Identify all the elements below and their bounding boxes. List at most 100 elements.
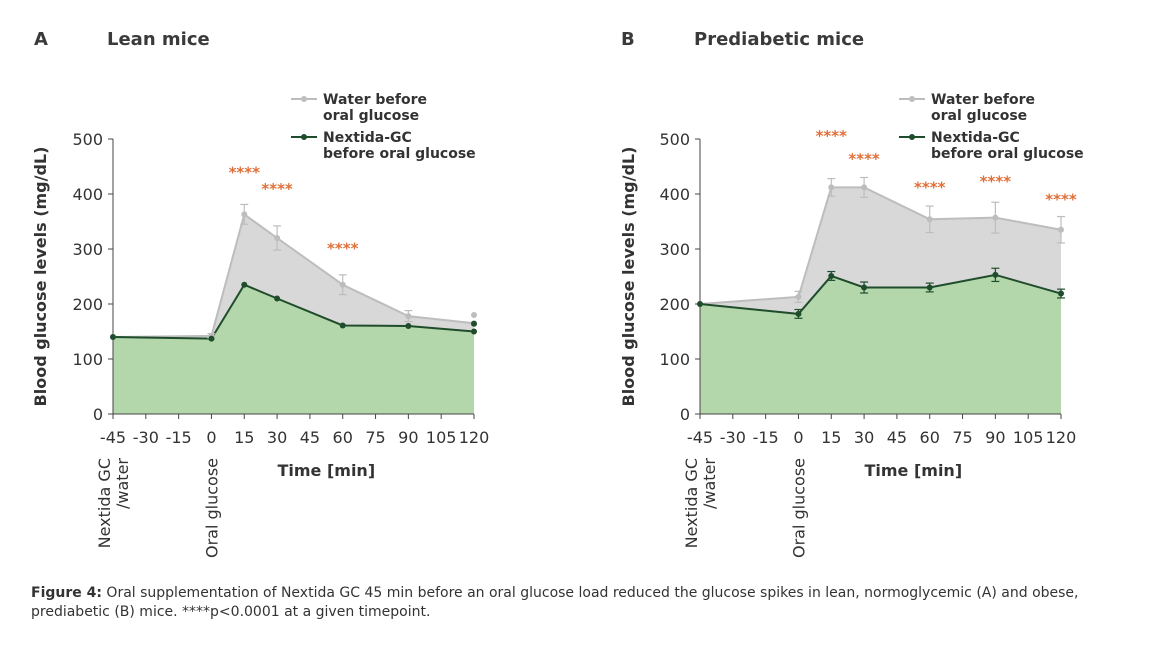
legend-nextida-swatch-dot <box>909 134 915 140</box>
significance-marker: **** <box>980 172 1012 190</box>
x-tick-label: 0 <box>206 428 216 447</box>
x-tick-label: 75 <box>952 428 972 447</box>
nextida-data-point <box>208 335 215 342</box>
nextida-data-point <box>697 301 703 307</box>
legend-nextida-label: Nextida-GC before oral glucose <box>323 130 476 162</box>
x-tick-label: 45 <box>300 428 320 447</box>
water-data-point <box>241 211 248 218</box>
nextida-data-point <box>926 284 933 291</box>
y-tick-label: 300 <box>659 240 690 259</box>
nextida-data-point <box>992 271 999 278</box>
nextida-extra-point <box>471 320 477 327</box>
annotation-line: Nextida GC <box>95 458 114 548</box>
x-tick-label: 0 <box>793 428 803 447</box>
x-tick-label: 90 <box>398 428 418 447</box>
x-axis-title: Time [min] <box>864 461 962 480</box>
nextida-data-point <box>795 310 802 317</box>
legend-water-label: Water before oral glucose <box>931 92 1035 124</box>
water-data-point <box>992 214 999 221</box>
nextida-data-point <box>110 334 116 340</box>
y-tick-label: 500 <box>72 130 103 149</box>
x-tick-label: 120 <box>459 428 490 447</box>
x-tick-label: 60 <box>920 428 940 447</box>
water-data-point <box>926 216 933 223</box>
significance-marker: **** <box>816 127 848 145</box>
panel-a-lean-mice: A Lean mice 0 100 200 300 400 500 -45 -30 -15 0 15 30… <box>31 29 489 558</box>
y-tick-label: 300 <box>72 240 103 259</box>
legend-nextida-label: Nextida-GC before oral glucose <box>931 130 1084 162</box>
x-tick-label: -30 <box>720 428 746 447</box>
x-tick-label: 30 <box>267 428 287 447</box>
nextida-area-fill <box>113 284 474 414</box>
legend-water-label-line: Water before <box>931 92 1035 108</box>
panel-label: B <box>621 29 635 50</box>
legend-water-swatch-dot <box>909 96 915 102</box>
panel-title: Lean mice <box>107 29 210 50</box>
annotation-oral-glucose: Oral glucose <box>789 458 808 558</box>
x-tick-label: 75 <box>365 428 385 447</box>
water-data-point <box>828 184 835 191</box>
x-tick-label: -45 <box>687 428 713 447</box>
annotation-oral-glucose: Oral glucose <box>202 458 221 558</box>
annotation-line: Nextida GC <box>682 458 701 548</box>
y-tick-label: 400 <box>659 185 690 204</box>
x-tick-label: 120 <box>1046 428 1077 447</box>
legend-nextida-label-line: Nextida-GC <box>323 130 412 146</box>
water-extra-point <box>471 312 477 318</box>
legend-water-label-line: oral glucose <box>931 108 1027 124</box>
y-tick-label: 100 <box>659 350 690 369</box>
y-axis-title: Blood glucose levels (mg/dL) <box>619 147 638 407</box>
x-tick-label: 105 <box>426 428 457 447</box>
significance-marker: **** <box>229 164 261 182</box>
annotation-line: /water <box>113 458 132 509</box>
y-tick-label: 0 <box>93 405 103 424</box>
x-tick-label: 15 <box>821 428 841 447</box>
x-tick-label: 45 <box>887 428 907 447</box>
legend-nextida-label-line: Nextida-GC <box>931 130 1020 146</box>
annotation-line: /water <box>700 458 719 509</box>
y-tick-label: 100 <box>72 350 103 369</box>
legend-water-label-line: Water before <box>323 92 427 108</box>
significance-marker: **** <box>327 239 359 257</box>
water-data-point <box>795 293 802 300</box>
figure-caption: Figure 4: Oral supplementation of Nextid… <box>31 584 1111 622</box>
water-data-point <box>861 184 868 191</box>
x-tick-label: 105 <box>1013 428 1044 447</box>
x-tick-label: 15 <box>234 428 254 447</box>
y-tick-label: 0 <box>680 405 690 424</box>
significance-marker: **** <box>848 150 880 168</box>
legend-water-swatch-dot <box>301 96 307 102</box>
legend-nextida-label-line: before oral glucose <box>323 146 476 162</box>
nextida-area-fill <box>700 274 1061 414</box>
x-tick-label: -15 <box>166 428 192 447</box>
annotation-nextida-water: Nextida GC/water <box>682 458 719 549</box>
water-area-fill <box>113 214 474 339</box>
nextida-data-point <box>861 284 868 291</box>
significance-marker: **** <box>1045 190 1077 208</box>
x-tick-label: 60 <box>333 428 353 447</box>
nextida-data-point <box>1058 290 1064 297</box>
water-data-point <box>339 281 346 288</box>
legend-water-label-line: oral glucose <box>323 108 419 124</box>
legend-nextida-label-line: before oral glucose <box>931 146 1084 162</box>
caption-text: Oral supplementation of Nextida GC 45 mi… <box>31 585 1079 620</box>
significance-marker: **** <box>261 180 293 198</box>
legend-water-label: Water before oral glucose <box>323 92 427 124</box>
annotation-nextida-water: Nextida GC/water <box>95 458 132 549</box>
water-data-point <box>1058 226 1064 233</box>
nextida-data-point <box>274 295 281 302</box>
water-data-point <box>405 313 412 320</box>
panel-label: A <box>34 29 48 50</box>
water-data-point <box>274 235 281 241</box>
nextida-data-point <box>471 328 477 335</box>
nextida-data-point <box>339 322 346 329</box>
significance-marker: **** <box>914 178 946 196</box>
x-tick-label: -45 <box>100 428 126 447</box>
y-tick-label: 500 <box>659 130 690 149</box>
x-tick-label: -15 <box>753 428 779 447</box>
panel-title: Prediabetic mice <box>694 29 864 50</box>
x-tick-label: 30 <box>854 428 874 447</box>
x-tick-label: -30 <box>133 428 159 447</box>
